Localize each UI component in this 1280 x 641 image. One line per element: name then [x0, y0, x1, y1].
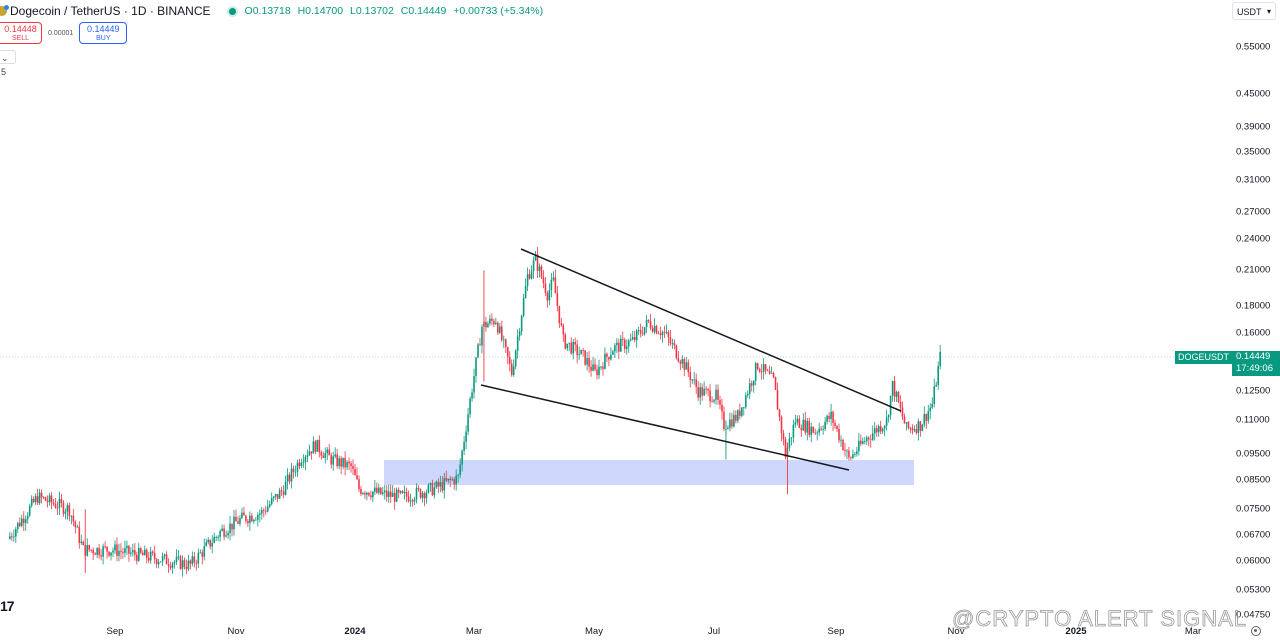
price-axis-label: 0.11000 — [1236, 414, 1270, 426]
price-axis-label: 0.24000 — [1236, 233, 1271, 245]
price-axis-label: 0.05300 — [1236, 584, 1271, 596]
market-open-status-icon — [228, 7, 236, 15]
time-axis-label: Nov — [227, 626, 245, 637]
currency-selector[interactable]: USDT ▾ — [1232, 2, 1276, 20]
settings-gear-icon[interactable] — [1251, 626, 1261, 636]
time-axis-label: May — [585, 626, 603, 637]
chart-header: Dogecoin / TetherUS · 1D · BINANCE O0.13… — [0, 2, 547, 20]
price-axis-label: 0.12500 — [1236, 385, 1271, 397]
symbol-title[interactable]: Dogecoin / TetherUS · 1D · BINANCE — [10, 4, 211, 18]
price-axis-label: 0.04750 — [1236, 609, 1271, 621]
time-axis-label: Mar — [465, 626, 483, 637]
price-axis-label: 0.35000 — [1236, 146, 1271, 158]
high-value: H0.14700 — [297, 5, 344, 17]
time-axis-label: Mar — [1184, 626, 1202, 637]
sell-price: 0.14448 — [4, 24, 37, 34]
time-axis-label: Jul — [707, 626, 721, 637]
candlestick-series — [9, 247, 941, 577]
trade-panel: 0.14448 SELL 0.00001 0.14449 BUY — [0, 22, 128, 44]
support-zone[interactable] — [384, 460, 914, 485]
lower-trendline[interactable] — [480, 384, 850, 471]
price-axis-label: 0.16000 — [1236, 327, 1271, 339]
time-axis-label: Nov — [947, 626, 965, 637]
price-axis-label: 0.55000 — [1236, 41, 1271, 53]
price-axis-label: 0.18000 — [1236, 300, 1271, 312]
open-value: O0.13718 — [244, 5, 291, 17]
change-value: +0.00733 (+5.34%) — [453, 5, 544, 17]
price-axis-label: 0.06000 — [1236, 555, 1271, 567]
price-axis-label: 0.07500 — [1236, 503, 1271, 515]
last-price-tag: 0.14449 17:49:06 — [1232, 351, 1280, 376]
buy-price: 0.14449 — [87, 24, 120, 34]
upper-trendline[interactable] — [520, 248, 902, 412]
price-axis-label: 0.21000 — [1236, 264, 1271, 276]
price-axis-label: 0.08500 — [1236, 474, 1271, 486]
time-axis-label: 2025 — [1065, 626, 1087, 637]
last-price-value: 0.14449 — [1236, 351, 1271, 362]
price-axis-label: 0.27000 — [1236, 206, 1271, 218]
chevron-down-icon: ▾ — [1266, 7, 1271, 16]
close-value: C0.14449 — [400, 5, 447, 17]
watermark-text: @CRYPTO ALERT SIGNAL — [952, 606, 1248, 632]
sell-button[interactable]: 0.14448 SELL — [0, 22, 42, 44]
price-axis-label: 0.39000 — [1236, 121, 1271, 133]
symbol-price-tag: DOGEUSDT — [1175, 351, 1233, 364]
dogecoin-logo-icon — [0, 5, 9, 16]
price-chart[interactable] — [0, 0, 1230, 620]
price-axis-label: 0.45000 — [1236, 88, 1271, 100]
price-axis-label: 0.06700 — [1236, 529, 1271, 541]
bar-countdown: 17:49:06 — [1236, 363, 1273, 374]
price-axis-label: 0.31000 — [1236, 174, 1271, 186]
indicators-count: 5 — [1, 67, 7, 77]
time-axis-label: Sep — [106, 626, 124, 637]
tradingview-logo[interactable]: 17 — [0, 598, 15, 614]
low-value: L0.13702 — [350, 5, 394, 17]
indicators-toggle-button[interactable]: ⌄ 5 — [0, 50, 16, 77]
buy-label: BUY — [96, 35, 111, 42]
buy-button[interactable]: 0.14449 BUY — [79, 22, 128, 44]
currency-label: USDT — [1237, 7, 1262, 17]
time-axis-label: Sep — [827, 626, 845, 637]
chevron-down-icon: ⌄ — [1, 53, 9, 63]
spread-value: 0.00001 — [48, 29, 74, 37]
time-axis-label: 2024 — [344, 626, 366, 637]
sell-label: SELL — [11, 35, 30, 42]
ohlc-values: O0.13718 H0.14700 L0.13702 C0.14449 +0.0… — [245, 5, 548, 17]
price-axis-label: 0.09500 — [1236, 448, 1271, 460]
